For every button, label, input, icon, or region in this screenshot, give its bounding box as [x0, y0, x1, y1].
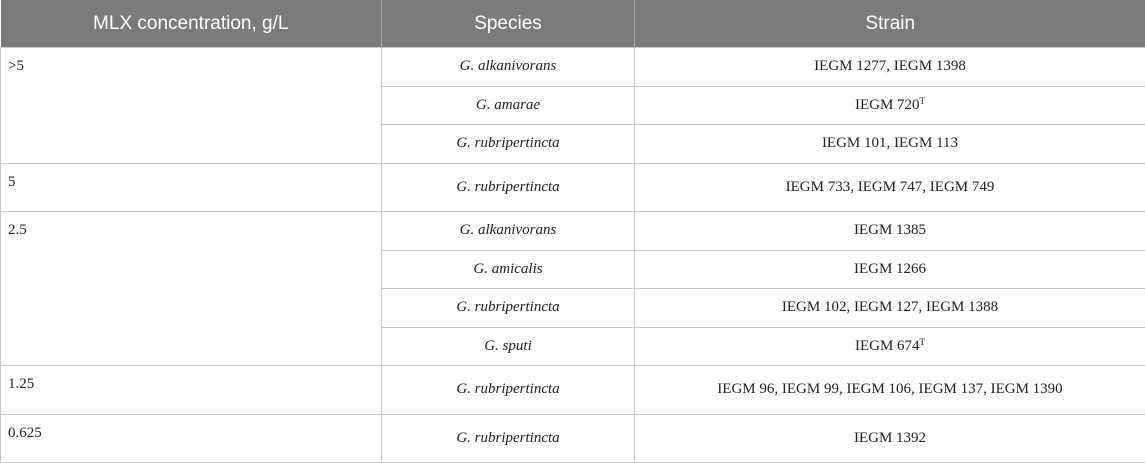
species-cell: G. sputi	[382, 327, 635, 366]
strain-cell: IEGM 101, IEGM 113	[635, 125, 1145, 164]
strain-cell: IEGM 96, IEGM 99, IEGM 106, IEGM 137, IE…	[635, 366, 1145, 415]
strain-text: IEGM 1266	[854, 261, 926, 277]
type-strain-superscript: T	[920, 337, 926, 347]
strain-text: IEGM 96, IEGM 99, IEGM 106, IEGM 137, IE…	[717, 381, 1062, 397]
concentration-cell: 5	[1, 163, 382, 212]
strain-cell: IEGM 1392	[635, 414, 1145, 463]
species-cell: G. rubripertincta	[382, 289, 635, 328]
header-row: MLX concentration, g/L Species Strain	[1, 0, 1145, 48]
type-strain-superscript: T	[920, 96, 926, 106]
strain-text: IEGM 101, IEGM 113	[822, 135, 958, 151]
species-cell: G. alkanivorans	[382, 48, 635, 87]
table-header: MLX concentration, g/L Species Strain	[1, 0, 1145, 48]
strain-cell: IEGM 674T	[635, 327, 1145, 366]
strain-text: IEGM 733, IEGM 747, IEGM 749	[786, 179, 995, 195]
strain-text: IEGM 1277, IEGM 1398	[814, 58, 966, 74]
strain-text: IEGM 674	[855, 338, 920, 354]
strain-text: IEGM 1392	[854, 430, 926, 446]
header-strain: Strain	[635, 0, 1145, 48]
concentration-cell: 0.625	[1, 414, 382, 463]
species-cell: G. alkanivorans	[382, 212, 635, 251]
header-species: Species	[382, 0, 635, 48]
strain-text: IEGM 102, IEGM 127, IEGM 1388	[782, 299, 998, 315]
concentration-cell: >5	[1, 48, 382, 164]
strain-cell: IEGM 1385	[635, 212, 1145, 251]
concentration-cell: 1.25	[1, 366, 382, 415]
strain-cell: IEGM 1277, IEGM 1398	[635, 48, 1145, 87]
species-cell: G. amarae	[382, 86, 635, 125]
concentration-cell: 2.5	[1, 212, 382, 366]
strain-cell: IEGM 1266	[635, 250, 1145, 289]
strain-cell: IEGM 102, IEGM 127, IEGM 1388	[635, 289, 1145, 328]
strain-text: IEGM 720	[855, 97, 920, 113]
species-cell: G. rubripertincta	[382, 414, 635, 463]
strain-cell: IEGM 733, IEGM 747, IEGM 749	[635, 163, 1145, 212]
species-cell: G. rubripertincta	[382, 125, 635, 164]
header-concentration: MLX concentration, g/L	[1, 0, 382, 48]
species-cell: G. amicalis	[382, 250, 635, 289]
strain-text: IEGM 1385	[854, 222, 926, 238]
strain-cell: IEGM 720T	[635, 86, 1145, 125]
species-cell: G. rubripertincta	[382, 163, 635, 212]
species-cell: G. rubripertincta	[382, 366, 635, 415]
